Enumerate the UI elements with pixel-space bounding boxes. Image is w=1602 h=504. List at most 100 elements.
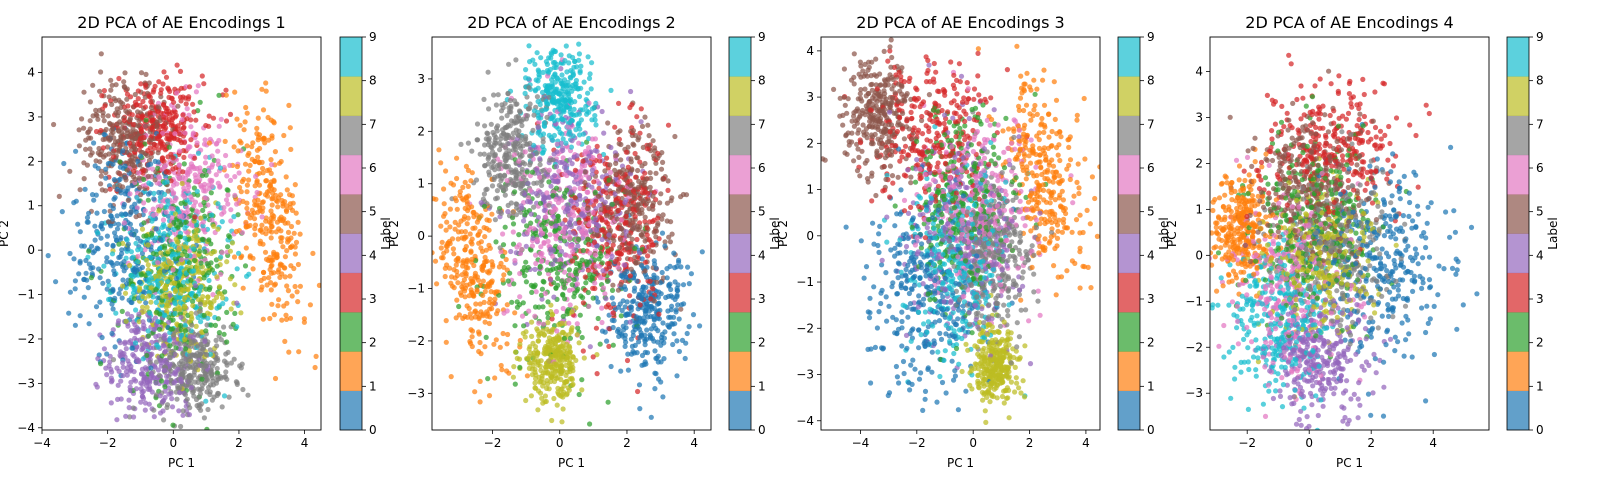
- scatter-point: [302, 316, 307, 321]
- scatter-point: [444, 228, 449, 233]
- scatter-point: [177, 214, 182, 219]
- scatter-point: [608, 170, 613, 175]
- scatter-point: [243, 263, 248, 268]
- scatter-point: [154, 380, 159, 385]
- scatter-point: [612, 125, 617, 130]
- scatter-point: [126, 242, 131, 247]
- scatter-point: [222, 393, 227, 398]
- scatter-point: [592, 113, 597, 118]
- scatter-point: [239, 189, 244, 194]
- scatter-point: [492, 375, 497, 380]
- scatter-point: [106, 135, 111, 140]
- scatter-point: [240, 230, 245, 235]
- scatter-point: [198, 352, 203, 357]
- scatter-point: [266, 258, 271, 263]
- scatter-point: [146, 333, 151, 338]
- scatter-point: [138, 280, 143, 285]
- scatter-point: [186, 379, 191, 384]
- scatter-point: [172, 131, 177, 136]
- scatter-point: [270, 202, 275, 207]
- scatter-point: [595, 299, 600, 304]
- scatter-point: [78, 187, 83, 192]
- scatter-point: [179, 287, 184, 292]
- scatter-point: [98, 181, 103, 186]
- scatter-point: [468, 231, 473, 236]
- scatter-point: [463, 294, 468, 299]
- scatter-point: [482, 344, 487, 349]
- scatter-point: [634, 114, 639, 119]
- scatter-point: [182, 249, 187, 254]
- scatter-point: [258, 239, 263, 244]
- scatter-point: [191, 203, 196, 208]
- scatter-point: [215, 366, 220, 371]
- scatter-point: [188, 365, 193, 370]
- scatter-point: [261, 199, 266, 204]
- scatter-point: [185, 182, 190, 187]
- scatter-point: [506, 123, 511, 128]
- scatter-point: [83, 147, 88, 152]
- scatter-point: [587, 76, 592, 81]
- scatter-point: [232, 311, 237, 316]
- scatter-point: [102, 132, 107, 137]
- scatter-point: [125, 246, 130, 251]
- scatter-point: [234, 117, 239, 122]
- y-tick-label: 4: [27, 66, 35, 80]
- scatter-point: [73, 286, 78, 291]
- scatter-point: [165, 86, 170, 91]
- scatter-point: [236, 251, 241, 256]
- colorbar-segment: [340, 351, 362, 391]
- scatter-point: [239, 140, 244, 145]
- scatter-point: [140, 227, 145, 232]
- scatter-point: [146, 192, 151, 197]
- scatter-point: [544, 59, 549, 64]
- scatter-point: [138, 154, 143, 159]
- scatter-point: [182, 244, 187, 249]
- scatter-point: [298, 232, 303, 237]
- scatter-point: [498, 178, 503, 183]
- scatter-point: [143, 208, 148, 213]
- scatter-point: [231, 322, 236, 327]
- scatter-point: [122, 202, 127, 207]
- scatter-point: [541, 322, 546, 327]
- scatter-point: [276, 297, 281, 302]
- scatter-point: [526, 43, 531, 48]
- scatter-point: [637, 131, 642, 136]
- scatter-point: [165, 279, 170, 284]
- scatter-point: [628, 89, 633, 94]
- scatter-point: [472, 389, 477, 394]
- scatter-point: [175, 173, 180, 178]
- scatter-point: [73, 149, 78, 154]
- scatter-point: [94, 112, 99, 117]
- scatter-point: [82, 176, 87, 181]
- scatter-point: [476, 349, 481, 354]
- scatter-point: [120, 309, 125, 314]
- scatter-point: [517, 294, 522, 299]
- scatter-point: [439, 245, 444, 250]
- scatter-point: [116, 76, 121, 81]
- scatter-point: [603, 330, 608, 335]
- y-tick-label: −1: [17, 288, 35, 302]
- scatter-point: [89, 275, 94, 280]
- scatter-point: [135, 247, 140, 252]
- scatter-point: [605, 120, 610, 125]
- scatter-point: [171, 191, 176, 196]
- scatter-point: [81, 126, 86, 131]
- scatter-point: [99, 169, 104, 174]
- scatter-point: [138, 192, 143, 197]
- scatter-point: [216, 316, 221, 321]
- scatter-point: [151, 294, 156, 299]
- scatter-point: [150, 375, 155, 380]
- scatter-point: [148, 360, 153, 365]
- scatter-point: [541, 279, 546, 284]
- scatter-point: [182, 236, 187, 241]
- scatter-point: [285, 187, 290, 192]
- scatter-point: [506, 62, 511, 67]
- scatter-point: [187, 412, 192, 417]
- scatter-point: [91, 198, 96, 203]
- scatter-point: [111, 130, 116, 135]
- scatter-point: [230, 240, 235, 245]
- scatter-point: [277, 275, 282, 280]
- scatter-point: [206, 237, 211, 242]
- scatter-point: [154, 342, 159, 347]
- scatter-point: [197, 288, 202, 293]
